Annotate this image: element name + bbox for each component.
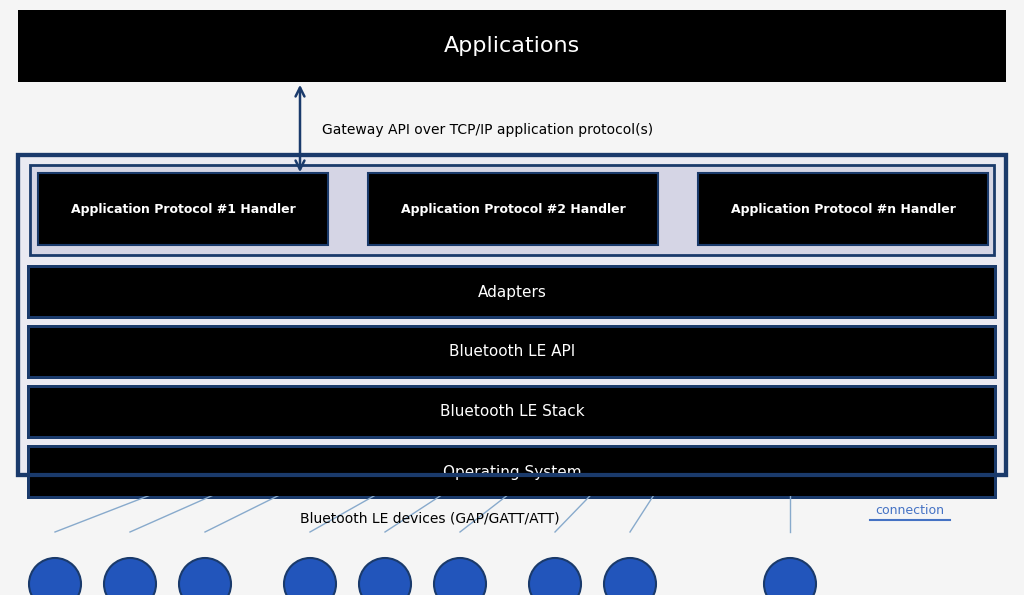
- Circle shape: [529, 558, 581, 595]
- Text: Gateway API over TCP/IP application protocol(s): Gateway API over TCP/IP application prot…: [322, 123, 653, 137]
- FancyBboxPatch shape: [18, 155, 1006, 475]
- FancyBboxPatch shape: [30, 268, 994, 316]
- FancyBboxPatch shape: [30, 448, 994, 496]
- Text: Operating System: Operating System: [442, 465, 582, 480]
- FancyBboxPatch shape: [368, 173, 658, 245]
- FancyBboxPatch shape: [27, 265, 997, 319]
- FancyBboxPatch shape: [38, 173, 328, 245]
- Text: connection: connection: [874, 503, 944, 516]
- Circle shape: [104, 558, 156, 595]
- Text: Adapters: Adapters: [477, 284, 547, 299]
- FancyBboxPatch shape: [27, 445, 997, 499]
- Text: Bluetooth LE API: Bluetooth LE API: [449, 345, 575, 359]
- Circle shape: [284, 558, 336, 595]
- FancyBboxPatch shape: [27, 385, 997, 439]
- Circle shape: [604, 558, 656, 595]
- FancyBboxPatch shape: [27, 325, 997, 379]
- FancyBboxPatch shape: [30, 165, 994, 255]
- Text: Application Protocol #n Handler: Application Protocol #n Handler: [730, 202, 955, 215]
- Circle shape: [29, 558, 81, 595]
- Text: Application Protocol #2 Handler: Application Protocol #2 Handler: [400, 202, 626, 215]
- FancyBboxPatch shape: [18, 10, 1006, 82]
- FancyBboxPatch shape: [30, 388, 994, 436]
- Text: Bluetooth LE Stack: Bluetooth LE Stack: [439, 405, 585, 419]
- Text: Applications: Applications: [443, 36, 581, 56]
- Circle shape: [764, 558, 816, 595]
- Text: Application Protocol #1 Handler: Application Protocol #1 Handler: [71, 202, 295, 215]
- FancyBboxPatch shape: [30, 328, 994, 376]
- Circle shape: [359, 558, 411, 595]
- Circle shape: [179, 558, 231, 595]
- Circle shape: [434, 558, 486, 595]
- Text: Bluetooth LE devices (GAP/GATT/ATT): Bluetooth LE devices (GAP/GATT/ATT): [300, 511, 560, 525]
- FancyBboxPatch shape: [698, 173, 988, 245]
